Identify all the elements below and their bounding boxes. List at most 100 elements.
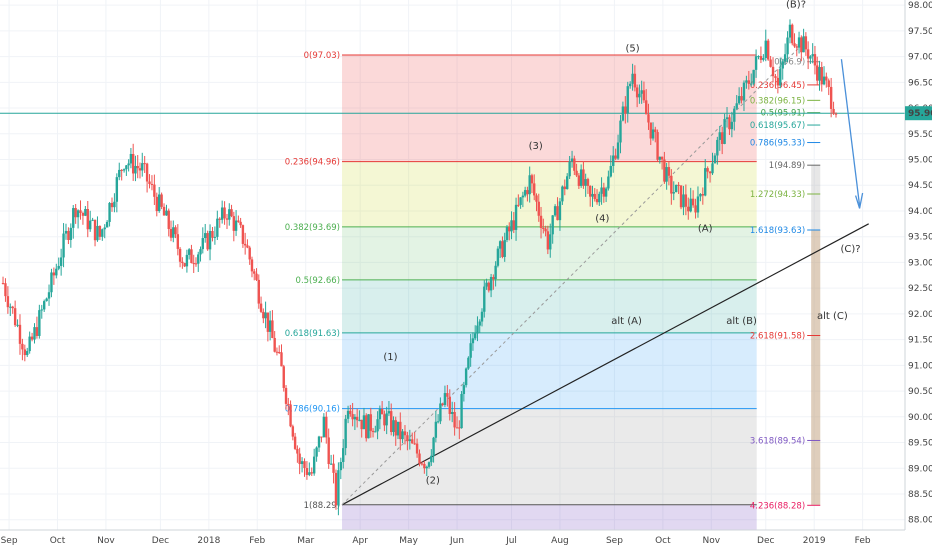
candle-body: [18, 324, 22, 344]
candle-body: [776, 77, 780, 86]
candle-body: [430, 455, 433, 463]
candle-body: [134, 165, 137, 174]
candle-body: [13, 308, 17, 326]
candle-body: [342, 448, 345, 463]
candle-body: [192, 263, 195, 265]
candle-body: [315, 447, 318, 457]
candle-body: [834, 113, 838, 115]
candle-body: [305, 468, 309, 475]
candle-body: [589, 185, 592, 197]
candle-body: [362, 415, 366, 430]
candle-body: [750, 83, 753, 85]
candle-body: [262, 311, 265, 319]
candle-body: [257, 279, 260, 304]
fib-level-label: 1(88.29): [304, 501, 340, 511]
candle-body: [455, 427, 459, 429]
candle-body: [143, 163, 146, 165]
candle-body: [573, 158, 576, 171]
fib-level-label: 0(97.03): [304, 51, 340, 61]
candle-body: [791, 24, 794, 44]
candle-body: [337, 470, 340, 506]
x-tick-label: Mar: [297, 536, 314, 546]
candle-body: [255, 273, 258, 280]
fib-level-label: 0.382(93.69): [285, 223, 340, 233]
candle-body: [172, 227, 175, 238]
candle-body: [317, 436, 321, 448]
candle-body: [57, 265, 60, 269]
fib-zone: [342, 161, 757, 227]
candle-body: [293, 436, 297, 449]
candle-body: [492, 277, 495, 280]
candle-body: [788, 24, 792, 38]
candle-body: [737, 96, 741, 104]
candle-body: [503, 240, 506, 257]
candle-body: [243, 243, 247, 246]
candle-body: [55, 268, 58, 276]
x-tick-label: Sep: [606, 536, 623, 546]
fib-ext-label: 0(96.9): [774, 58, 805, 68]
candle-body: [593, 193, 596, 200]
fib-ext-label: 0.382(96.15): [750, 96, 805, 106]
candle-body: [577, 175, 581, 186]
candle-body: [827, 80, 830, 87]
candle-body: [296, 448, 299, 454]
y-tick-label: 94.00: [908, 207, 932, 217]
candle-body: [208, 230, 212, 250]
candle-body: [582, 169, 585, 186]
candle-body: [91, 219, 94, 221]
candle-body: [691, 198, 695, 206]
candle-body: [50, 272, 53, 293]
candle-body: [651, 129, 655, 139]
y-tick-label: 90.00: [908, 413, 932, 423]
y-tick-label: 97.50: [908, 27, 932, 37]
candle-body: [619, 120, 622, 143]
candle-body: [181, 261, 184, 264]
candle-body: [716, 139, 719, 156]
candle-body: [654, 129, 657, 133]
candle-body: [786, 37, 789, 55]
candle-body: [325, 416, 328, 438]
candle-body: [418, 453, 421, 464]
candle-body: [399, 421, 402, 440]
candle-body: [725, 117, 729, 120]
candle-body: [122, 169, 126, 171]
price-axis-panel: [905, 0, 932, 550]
y-tick-label: 90.50: [908, 387, 932, 397]
candle-body: [553, 206, 557, 216]
candle-body: [809, 56, 812, 59]
candle-body: [120, 169, 123, 171]
candle-body: [711, 163, 714, 174]
candle-body: [771, 66, 775, 77]
candle-body: [21, 343, 24, 350]
candle-body: [376, 419, 379, 432]
candle-body: [59, 257, 63, 266]
candle-body: [530, 175, 534, 184]
candle-body: [206, 233, 209, 250]
candle-body: [687, 206, 690, 212]
candle-body: [228, 209, 231, 220]
candle-body: [546, 231, 550, 250]
candle-body: [194, 263, 198, 265]
candle-body: [45, 298, 48, 302]
candle-body: [600, 187, 603, 194]
candle-body: [190, 249, 193, 264]
candle-body: [672, 192, 675, 194]
candle-body: [735, 103, 738, 109]
candle-body: [575, 170, 578, 176]
candle-body: [469, 343, 472, 358]
candle-body: [689, 198, 692, 212]
candle-body: [665, 167, 668, 182]
y-tick-label: 93.50: [908, 233, 932, 243]
candle-body: [67, 230, 70, 241]
fib-ext-label: 0.786(95.33): [750, 139, 805, 149]
y-tick-label: 91.00: [908, 361, 932, 371]
candle-body: [595, 199, 599, 203]
candle-body: [62, 233, 65, 258]
candle-body: [728, 117, 731, 130]
candle-body: [371, 430, 375, 433]
candle-body: [280, 352, 283, 367]
fib-ext-label: 3.618(89.54): [750, 436, 805, 446]
candle-body: [684, 194, 688, 207]
candle-body: [549, 234, 552, 250]
